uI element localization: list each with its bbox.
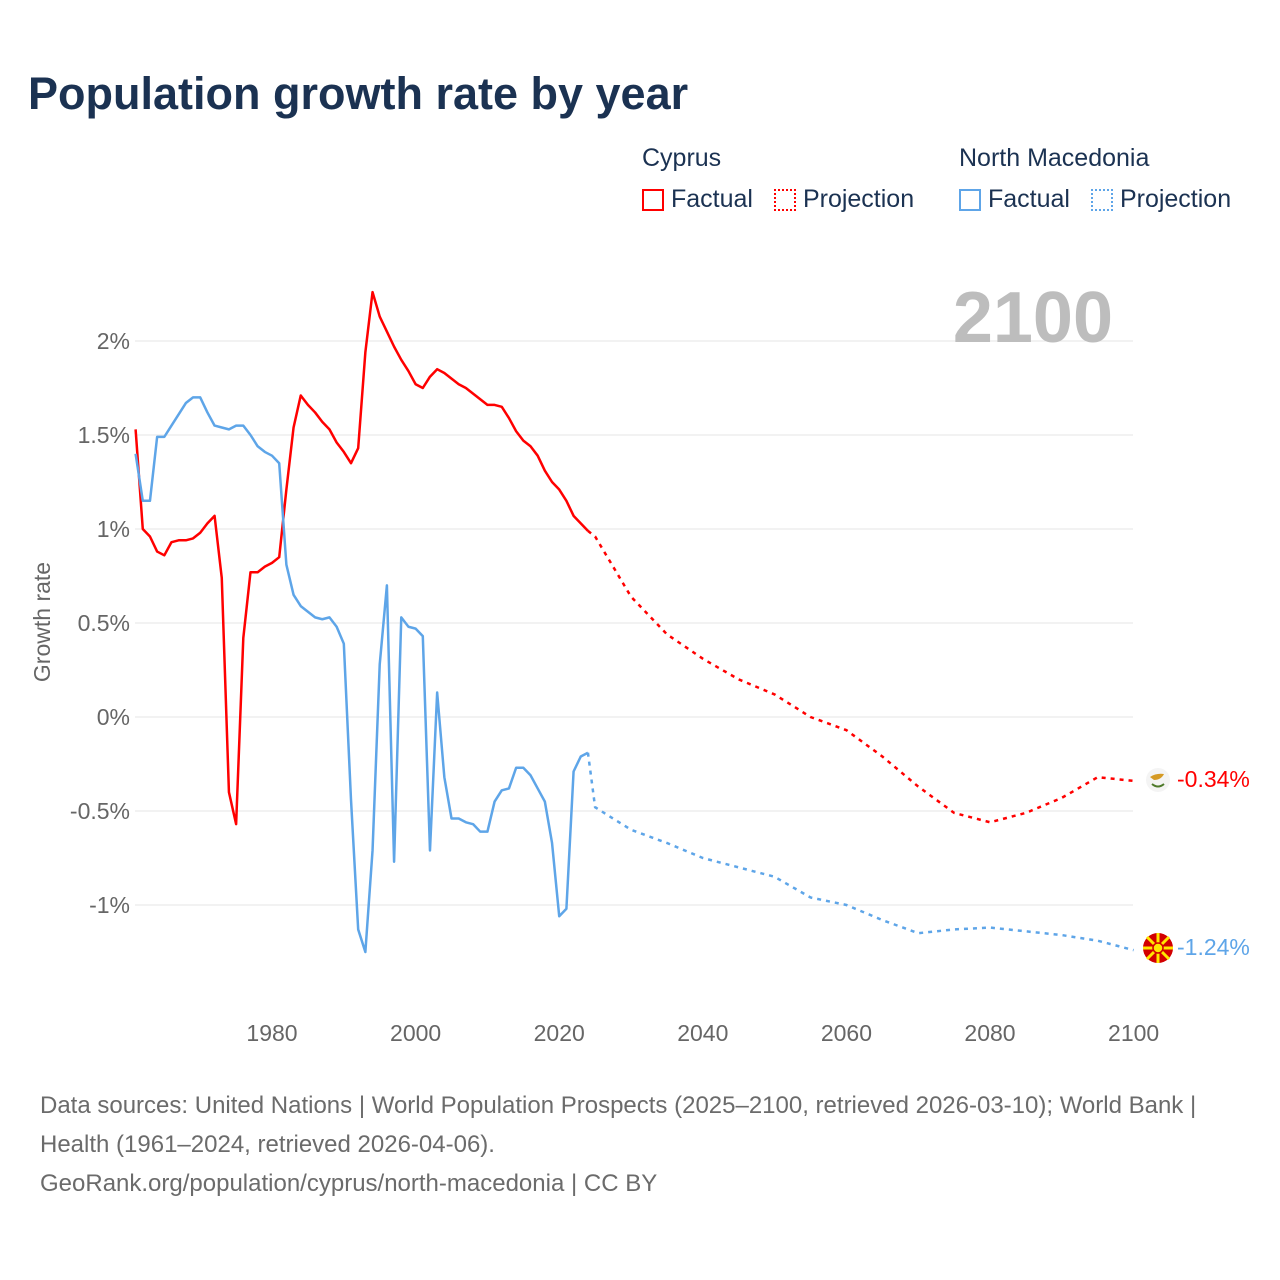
legend-label: Factual <box>988 185 1070 213</box>
legend-label: Projection <box>802 185 915 213</box>
cyprus-projection-line <box>587 529 1134 824</box>
north-macedonia-projection-line <box>586 752 1134 952</box>
legend-cyprus-factual[interactable]: Factual <box>642 185 753 214</box>
legend-cyprus-projection[interactable]: Projection <box>773 185 915 214</box>
x-tick-label: 2020 <box>534 1020 585 1046</box>
y-axis-label: Growth rate <box>29 562 55 682</box>
dotted-swatch-icon <box>1090 188 1113 211</box>
y-tick-label: -1% <box>89 892 130 918</box>
legend-north-macedonia: North Macedonia Factual Projection <box>959 144 1245 218</box>
x-tick-label: 2040 <box>677 1020 728 1046</box>
footer: Data sources: United Nations | World Pop… <box>40 1086 1240 1203</box>
x-tick-label: 2060 <box>821 1020 872 1046</box>
x-tick-label: 2000 <box>390 1020 441 1046</box>
cyprus-end-label: -0.34% <box>1177 766 1250 792</box>
cyprus-factual-line <box>134 290 589 826</box>
solid-swatch-icon <box>959 188 981 211</box>
dotted-swatch-icon <box>773 188 796 211</box>
legend-nm-projection[interactable]: Projection <box>1090 185 1232 214</box>
north-macedonia-factual-line <box>134 396 589 954</box>
x-tick-label: 1980 <box>246 1020 297 1046</box>
page-title: Population growth rate by year <box>28 68 689 119</box>
data-sources: Data sources: United Nations | World Pop… <box>40 1092 1197 1158</box>
y-tick-label: 2% <box>97 328 130 354</box>
legend-label: Factual <box>671 185 753 213</box>
legend-nm-factual[interactable]: Factual <box>959 185 1070 214</box>
y-tick-label: 1.5% <box>78 422 130 448</box>
north-macedonia-flag-icon <box>1143 933 1173 963</box>
y-tick-label: 0.5% <box>78 610 130 636</box>
y-tick-label: 0% <box>97 704 130 730</box>
y-tick-label: -0.5% <box>70 798 130 824</box>
cyprus-flag-icon <box>1146 768 1170 792</box>
source-link[interactable]: GeoRank.org/population/cyprus/north-mace… <box>40 1170 658 1197</box>
x-tick-label: 2100 <box>1108 1020 1159 1046</box>
legend-label: Projection <box>1119 185 1232 213</box>
y-tick-label: 1% <box>97 516 130 542</box>
solid-swatch-icon <box>642 188 664 211</box>
north-macedonia-end-label: -1.24% <box>1177 934 1250 960</box>
legend-group-name: North Macedonia <box>959 144 1150 172</box>
x-tick-label: 2080 <box>964 1020 1015 1046</box>
legend-group-name: Cyprus <box>642 144 722 172</box>
legend-cyprus: Cyprus Factual Projection <box>642 144 928 218</box>
year-label: 2100 <box>953 278 1113 358</box>
